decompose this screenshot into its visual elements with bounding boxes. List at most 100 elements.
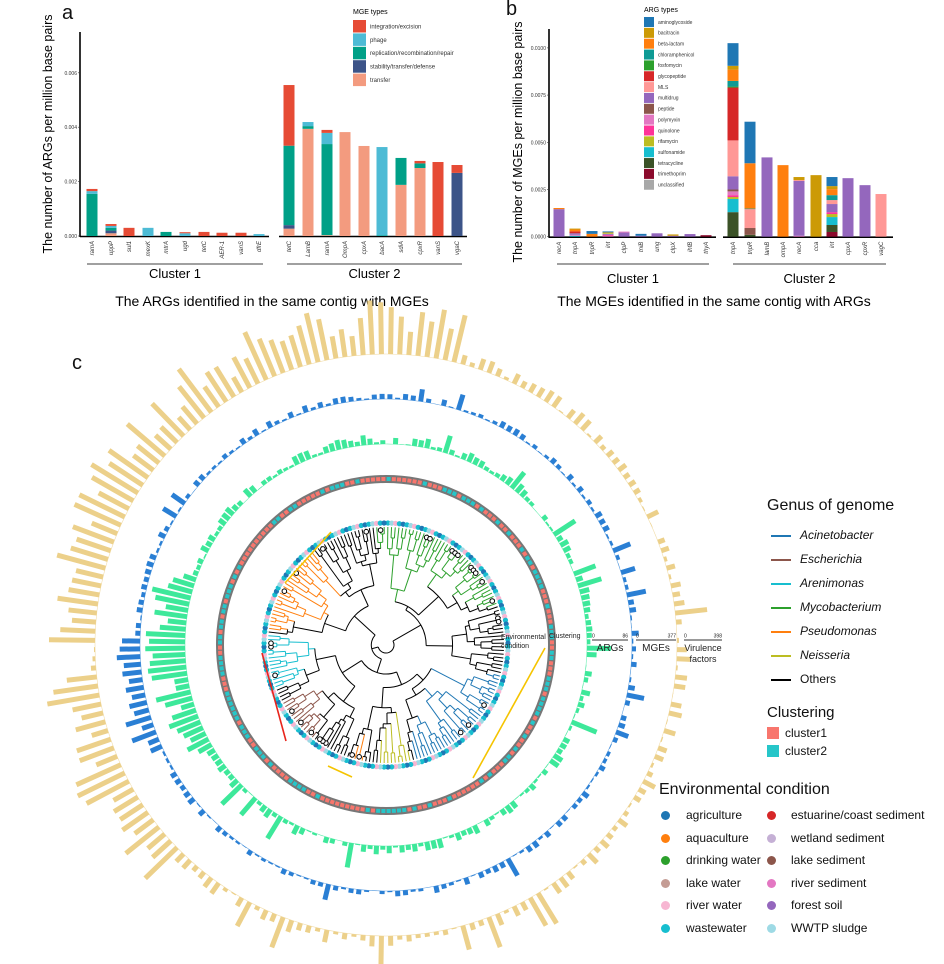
tree-branch [469,576,483,587]
mges-ring-bar [149,553,157,561]
virulence-ring-bar [657,537,666,545]
bar-segment [569,228,581,230]
virulence-ring-bar [72,524,115,545]
mges-ring-bar [136,607,143,613]
args-ring-bar [344,842,354,868]
tree-branch [473,676,489,683]
clustering-cell [334,801,340,807]
mges-ring-bar [612,541,632,554]
mges-ring-bar [348,396,354,402]
virulence-ring-bar [535,891,559,925]
tree-branch [335,560,344,573]
bar-segment [395,184,407,236]
environment-dot [396,763,402,769]
tree-branch [273,609,286,615]
y-tick-label: 0.0100 [531,46,547,52]
clustering-cell [549,655,554,661]
tree-branch [483,592,493,598]
legend-label: chloramphenicol [658,52,694,58]
tree-branch [487,683,497,688]
mges-ring-bar [144,568,152,576]
virulence-ring-bar [295,922,303,931]
bar-segment [635,233,647,236]
mges-ring-bar [332,885,339,891]
tree-branch [493,674,500,677]
tree-branch [375,740,378,751]
virulence-ring-label: Virulence [684,643,721,653]
virulence-ring-bar [653,754,665,763]
tree-branch [327,724,341,748]
legend-swatch [644,49,654,60]
environment-dot [392,764,399,770]
tree-branch [285,700,296,708]
environment-dot [505,648,511,654]
legend-label: peptide [658,107,675,113]
bar-segment [142,227,154,236]
bar-segment [86,188,98,192]
legend-swatch [644,103,654,114]
args-ring-bar [167,583,193,595]
mges-ring-bar [560,471,566,476]
tree-arc [467,570,471,574]
args-ring-bar [556,534,564,543]
virulence-ring-bar [90,520,119,536]
clustering-cell [232,710,238,716]
legend-title: MGE types [353,9,388,16]
bar-segment [727,198,739,213]
args-ring-bar [460,829,468,837]
clustering-swatch [767,745,779,757]
tree-branch [355,732,361,746]
tree-branch [403,569,412,592]
tree-branch [467,678,473,682]
tree-arc [474,662,478,669]
clustering-cell [530,719,536,726]
virulence-ring-bar [451,314,468,363]
args-ring-bar [537,773,542,779]
tree-branches [268,527,504,763]
marker-circle [289,708,295,714]
clustering-cell [305,495,312,501]
tree-arc [443,549,448,553]
bar-chart-b: 0.0000 0.0025 0.0050 0.0075 0.0100 The number… [511,7,893,309]
virulence-ring-bar [60,627,96,634]
args-ring-bar [424,841,431,851]
tree-arc [451,636,454,656]
bar-lamB [761,157,773,237]
clustering-cell [253,745,260,752]
bar-segment [216,232,228,236]
tree-branch [468,711,479,720]
bar-segment [727,86,739,88]
tree-branch [376,658,382,673]
tree-branch [471,653,488,656]
tree-branch [372,750,375,763]
clustering-cell [275,515,282,522]
bar-segment [875,194,887,237]
virulence-ring-bar [338,328,348,358]
clustering-cell [486,512,493,519]
tree-branch [323,602,329,607]
virulence-ring-bar [357,317,366,356]
tree-branch [354,531,358,538]
virulence-ring-bar [213,365,237,399]
args-ring-bar [171,707,197,721]
environment-legend-label: estuarine/coast sediment [791,808,925,822]
clustering-cell [391,477,396,482]
tree-branch [393,527,396,539]
chart-title: The MGEs identified in the same contig w… [557,293,871,309]
virulence-scale-min: 0 [684,634,687,640]
args-ring-bar [460,452,468,461]
tree-branch [283,697,294,704]
virulence-ring-bar [112,794,140,814]
tree-arc [481,601,484,605]
args-ring-bar [436,838,444,849]
environment-legend-label: forest soil [791,898,843,913]
args-ring-bar [213,530,220,537]
clustering-cell [478,778,485,784]
environment-dot [377,764,383,770]
x-tick-label: mexK [146,240,152,256]
bar-segment [569,233,581,235]
tree-branch [480,698,489,704]
legend-label: bacitracin [658,31,680,37]
clustering-cell [360,478,365,483]
panel-label-c: c [72,352,82,374]
